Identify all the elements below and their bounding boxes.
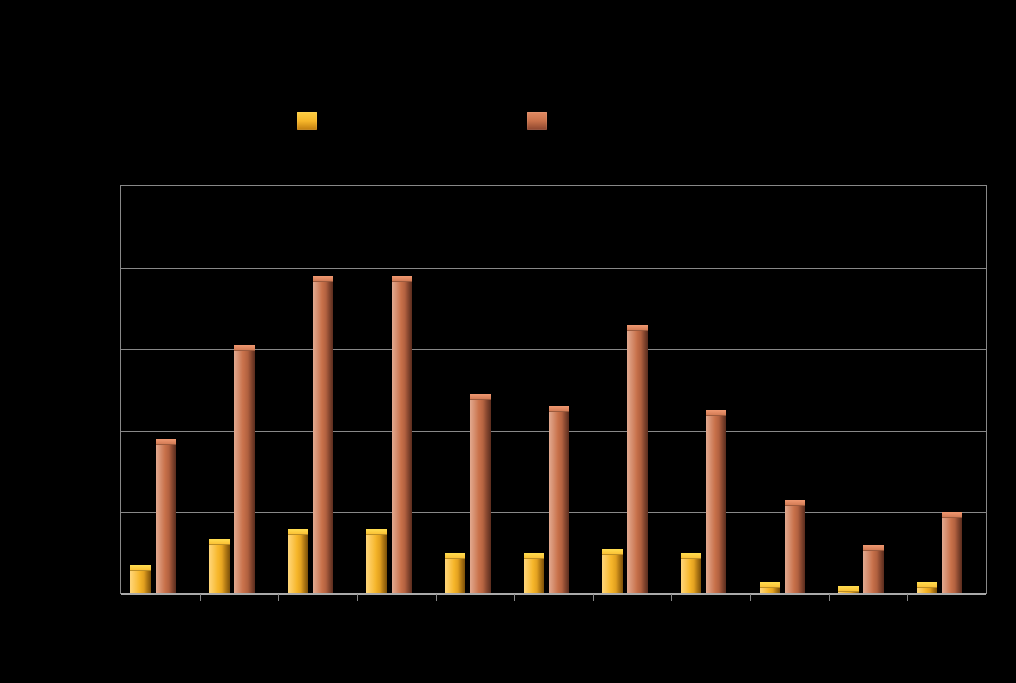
plot-area (120, 185, 987, 594)
x-tick (200, 594, 201, 601)
x-tick (436, 594, 437, 601)
series_b-bar (234, 345, 254, 594)
legend-item-1 (527, 112, 547, 130)
series_b-bar (785, 500, 805, 594)
x-tick (278, 594, 279, 601)
legend-swatch-1 (527, 112, 547, 130)
x-tick (750, 594, 751, 601)
series_a-bar (445, 553, 465, 594)
series_b-bar (627, 325, 647, 594)
series_a-bar (681, 553, 701, 594)
x-axis-baseline (121, 593, 986, 595)
series_a-bar (524, 553, 544, 594)
x-tick (357, 594, 358, 601)
series_a-bar (366, 529, 386, 594)
x-tick (671, 594, 672, 601)
series_a-bar (130, 565, 150, 594)
series_a-bar (602, 549, 622, 594)
series_b-bar (470, 394, 490, 594)
x-tick (593, 594, 594, 601)
series_a-bar (209, 539, 229, 594)
chart-root (0, 0, 1016, 683)
legend-item-0 (297, 112, 317, 130)
series_b-bar (942, 512, 962, 594)
series_b-bar (706, 410, 726, 594)
series_a-bar (288, 529, 308, 594)
x-tick (907, 594, 908, 601)
x-tick (514, 594, 515, 601)
series_b-bar (549, 406, 569, 594)
series_b-bar (392, 276, 412, 594)
gridline (121, 268, 986, 269)
x-tick (829, 594, 830, 601)
series_b-bar (863, 545, 883, 594)
legend (297, 112, 547, 130)
series_b-bar (156, 439, 176, 594)
series_b-bar (313, 276, 333, 594)
legend-swatch-0 (297, 112, 317, 130)
